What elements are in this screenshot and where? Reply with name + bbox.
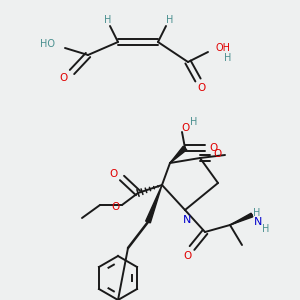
Text: H: H — [262, 224, 270, 234]
Text: O: O — [214, 149, 222, 159]
Polygon shape — [146, 185, 162, 223]
Text: OH: OH — [216, 43, 231, 53]
Text: O: O — [184, 251, 192, 261]
Polygon shape — [230, 213, 253, 225]
Text: N: N — [254, 217, 262, 227]
Text: HO: HO — [40, 39, 55, 49]
Text: N: N — [183, 215, 191, 225]
Text: O: O — [182, 123, 190, 133]
Text: O: O — [198, 83, 206, 93]
Polygon shape — [170, 146, 187, 163]
Text: O: O — [60, 73, 68, 83]
Text: H: H — [104, 15, 112, 25]
Text: H: H — [224, 53, 232, 63]
Text: O: O — [112, 202, 120, 212]
Text: H: H — [190, 117, 198, 127]
Text: H: H — [166, 15, 174, 25]
Text: O: O — [209, 143, 217, 153]
Text: H: H — [253, 208, 261, 218]
Text: O: O — [110, 169, 118, 179]
